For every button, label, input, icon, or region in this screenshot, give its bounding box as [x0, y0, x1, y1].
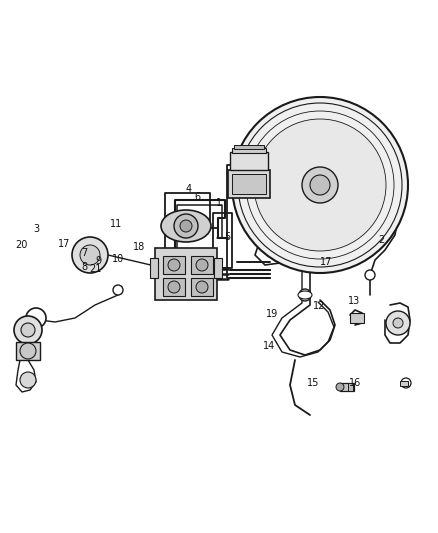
Circle shape [365, 270, 375, 280]
Circle shape [80, 245, 100, 265]
Text: 17: 17 [320, 257, 332, 267]
Bar [340, 383, 354, 391]
Circle shape [26, 308, 46, 328]
Circle shape [168, 281, 180, 293]
Text: 13: 13 [348, 296, 360, 306]
Circle shape [336, 383, 344, 391]
Bar [191, 256, 213, 274]
Text: 1: 1 [216, 198, 222, 207]
Text: 9: 9 [95, 256, 102, 266]
Bar [232, 174, 266, 194]
Text: 6: 6 [194, 192, 200, 202]
Bar [150, 258, 158, 278]
Text: 14: 14 [263, 342, 276, 351]
Text: 10: 10 [112, 254, 124, 263]
Bar [350, 313, 364, 323]
Circle shape [113, 285, 123, 295]
Circle shape [72, 237, 108, 273]
Circle shape [20, 372, 36, 388]
Text: 12: 12 [313, 302, 325, 311]
Circle shape [168, 259, 180, 271]
Text: 19: 19 [266, 310, 279, 319]
Circle shape [393, 318, 403, 328]
Bar [155, 248, 217, 300]
Text: 18: 18 [133, 242, 145, 252]
Circle shape [310, 175, 330, 195]
Text: 3: 3 [33, 224, 39, 234]
Circle shape [299, 289, 311, 301]
Circle shape [14, 316, 42, 344]
Text: 5: 5 [225, 232, 231, 242]
Bar [230, 152, 268, 170]
Bar [400, 381, 408, 386]
Text: 20: 20 [15, 240, 27, 250]
Bar [214, 258, 222, 278]
Bar [234, 145, 264, 149]
Circle shape [180, 220, 192, 232]
Circle shape [386, 311, 410, 335]
Text: 4: 4 [185, 184, 191, 194]
Circle shape [196, 281, 208, 293]
Bar [163, 278, 185, 296]
Bar [348, 383, 353, 391]
Text: 2: 2 [378, 235, 384, 245]
Circle shape [254, 119, 386, 251]
Text: 11: 11 [110, 219, 122, 229]
Bar [16, 342, 40, 360]
Circle shape [401, 378, 411, 388]
Text: 16: 16 [349, 378, 361, 387]
Bar [232, 148, 266, 153]
Text: 21: 21 [89, 264, 102, 274]
Text: 8: 8 [81, 262, 88, 271]
Bar [191, 278, 213, 296]
Circle shape [196, 259, 208, 271]
Circle shape [302, 167, 338, 203]
Text: 15: 15 [307, 378, 319, 387]
Ellipse shape [161, 210, 211, 242]
Text: 17: 17 [58, 239, 71, 248]
Circle shape [232, 97, 408, 273]
Circle shape [20, 343, 36, 359]
Circle shape [174, 214, 198, 238]
Bar [163, 256, 185, 274]
Ellipse shape [298, 291, 312, 299]
Text: 7: 7 [81, 248, 88, 258]
Bar [228, 170, 270, 198]
Circle shape [21, 323, 35, 337]
